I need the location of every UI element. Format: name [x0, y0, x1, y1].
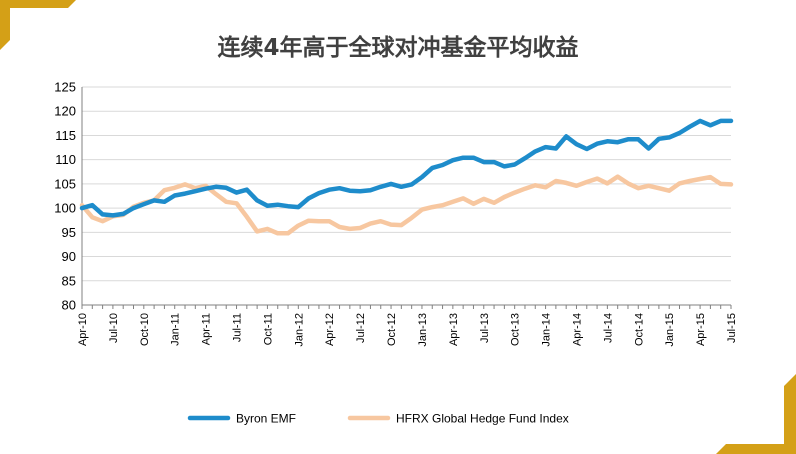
x-tick-label: Oct-11	[262, 313, 274, 345]
x-tick-label: Oct-12	[386, 313, 398, 346]
y-tick-label: 105	[54, 176, 76, 191]
x-tick-label: Oct-13	[510, 313, 522, 346]
legend-label-hfrx: HFRX Global Hedge Fund Index	[396, 412, 569, 426]
x-tick-label: Jul-14	[602, 313, 614, 343]
x-tick-label: Jul-11	[232, 313, 244, 342]
y-tick-label: 115	[55, 128, 76, 143]
corner-gold-stripe-bottom-right	[716, 374, 796, 454]
x-tick-label: Oct-14	[633, 313, 645, 346]
y-tick-label: 85	[62, 273, 76, 288]
series-line-byron-emf	[79, 118, 734, 218]
y-tick-label: 95	[62, 225, 76, 240]
x-tick-label: Jan-12	[293, 313, 305, 347]
y-tick-label: 90	[62, 249, 76, 264]
x-tick-label: Apr-15	[695, 313, 707, 346]
axes	[81, 87, 731, 306]
y-axis-ticks: 80 85 90 95 100 105 110 115 120 125	[54, 80, 76, 313]
corner-decoration-bottom-right	[716, 374, 796, 454]
corner-decoration-top-left	[0, 0, 76, 50]
y-tick-label: 125	[54, 80, 76, 95]
x-tick-label: Apr-12	[324, 313, 336, 346]
x-tick-label: Apr-13	[448, 313, 460, 346]
x-tick-label: Jul-15	[726, 313, 738, 343]
gridlines	[82, 86, 731, 282]
x-tick-label: Apr-14	[571, 313, 583, 346]
x-tick-label: Jan-14	[541, 313, 553, 347]
x-tick-label: Oct-10	[139, 313, 151, 346]
legend: Byron EMF HFRX Global Hedge Fund Index	[187, 412, 569, 426]
x-tick-label: Jul-12	[355, 313, 367, 343]
x-tick-label: Apr-11	[201, 313, 213, 345]
chart-title: 连续4年高于全球对冲基金平均收益	[217, 35, 579, 61]
x-tick-label: Jan-11	[170, 313, 182, 346]
corner-gold-stripe-top-left	[0, 0, 76, 50]
series-line-hfrx	[79, 174, 734, 236]
x-tick-label: Jul-13	[479, 313, 491, 343]
x-tick-label: Jan-15	[664, 313, 676, 347]
legend-label-byron-emf: Byron EMF	[236, 412, 296, 426]
x-tick-label: Apr-10	[77, 313, 89, 346]
y-tick-label: 80	[62, 298, 76, 313]
y-tick-label: 100	[54, 201, 76, 216]
y-tick-label: 120	[54, 104, 76, 119]
x-axis-ticks: Apr-10 Jul-10 Oct-10 Jan-11 Apr-11 Jul-11 Oct-…	[77, 305, 738, 347]
series-lines	[79, 118, 734, 236]
y-tick-label: 110	[55, 152, 76, 167]
x-tick-label: Jul-10	[108, 313, 120, 343]
x-tick-label: Jan-13	[417, 313, 429, 347]
